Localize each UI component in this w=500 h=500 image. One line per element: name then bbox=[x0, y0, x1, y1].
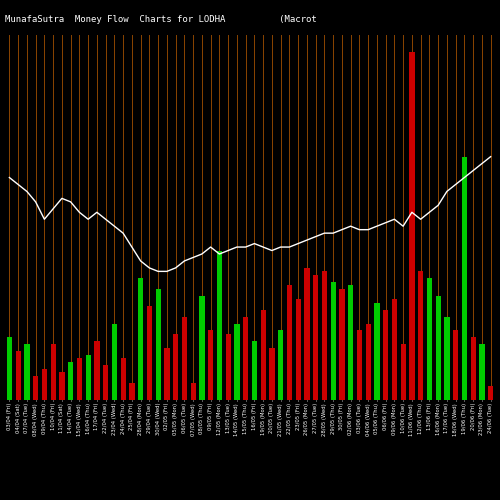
Bar bbox=[304, 268, 310, 400]
Bar bbox=[173, 334, 178, 400]
Bar bbox=[103, 365, 108, 400]
Bar bbox=[488, 386, 493, 400]
Bar bbox=[400, 344, 406, 400]
Bar bbox=[418, 272, 423, 400]
Bar bbox=[392, 299, 397, 400]
Bar bbox=[120, 358, 126, 400]
Bar bbox=[436, 296, 441, 400]
Bar bbox=[322, 272, 327, 400]
Bar bbox=[278, 330, 283, 400]
Bar bbox=[217, 250, 222, 400]
Bar bbox=[260, 310, 266, 400]
Bar bbox=[357, 330, 362, 400]
Bar bbox=[208, 330, 213, 400]
Bar bbox=[479, 344, 484, 400]
Bar bbox=[470, 338, 476, 400]
Bar bbox=[112, 324, 117, 400]
Bar bbox=[366, 324, 371, 400]
Bar bbox=[164, 348, 170, 400]
Bar bbox=[68, 362, 73, 400]
Bar bbox=[444, 316, 450, 400]
Bar bbox=[16, 352, 21, 400]
Bar bbox=[313, 275, 318, 400]
Bar bbox=[190, 382, 196, 400]
Bar bbox=[50, 344, 56, 400]
Bar bbox=[330, 282, 336, 400]
Text: MunafaSutra  Money Flow  Charts for LODHA          (Macrot                      : MunafaSutra Money Flow Charts for LODHA … bbox=[5, 15, 500, 24]
Bar bbox=[409, 52, 414, 400]
Bar bbox=[234, 324, 239, 400]
Bar bbox=[94, 341, 100, 400]
Bar bbox=[427, 278, 432, 400]
Bar bbox=[243, 316, 248, 400]
Bar bbox=[156, 289, 161, 400]
Bar bbox=[453, 330, 458, 400]
Bar bbox=[296, 299, 301, 400]
Bar bbox=[129, 382, 134, 400]
Bar bbox=[199, 296, 204, 400]
Bar bbox=[374, 302, 380, 400]
Bar bbox=[339, 289, 344, 400]
Bar bbox=[383, 310, 388, 400]
Bar bbox=[7, 338, 12, 400]
Bar bbox=[252, 341, 257, 400]
Bar bbox=[42, 368, 47, 400]
Bar bbox=[348, 286, 353, 400]
Bar bbox=[60, 372, 64, 400]
Bar bbox=[33, 376, 38, 400]
Bar bbox=[24, 344, 30, 400]
Bar bbox=[269, 348, 274, 400]
Bar bbox=[462, 156, 467, 400]
Bar bbox=[182, 316, 187, 400]
Bar bbox=[138, 278, 143, 400]
Bar bbox=[86, 355, 91, 400]
Bar bbox=[226, 334, 231, 400]
Bar bbox=[287, 286, 292, 400]
Bar bbox=[147, 306, 152, 400]
Bar bbox=[77, 358, 82, 400]
